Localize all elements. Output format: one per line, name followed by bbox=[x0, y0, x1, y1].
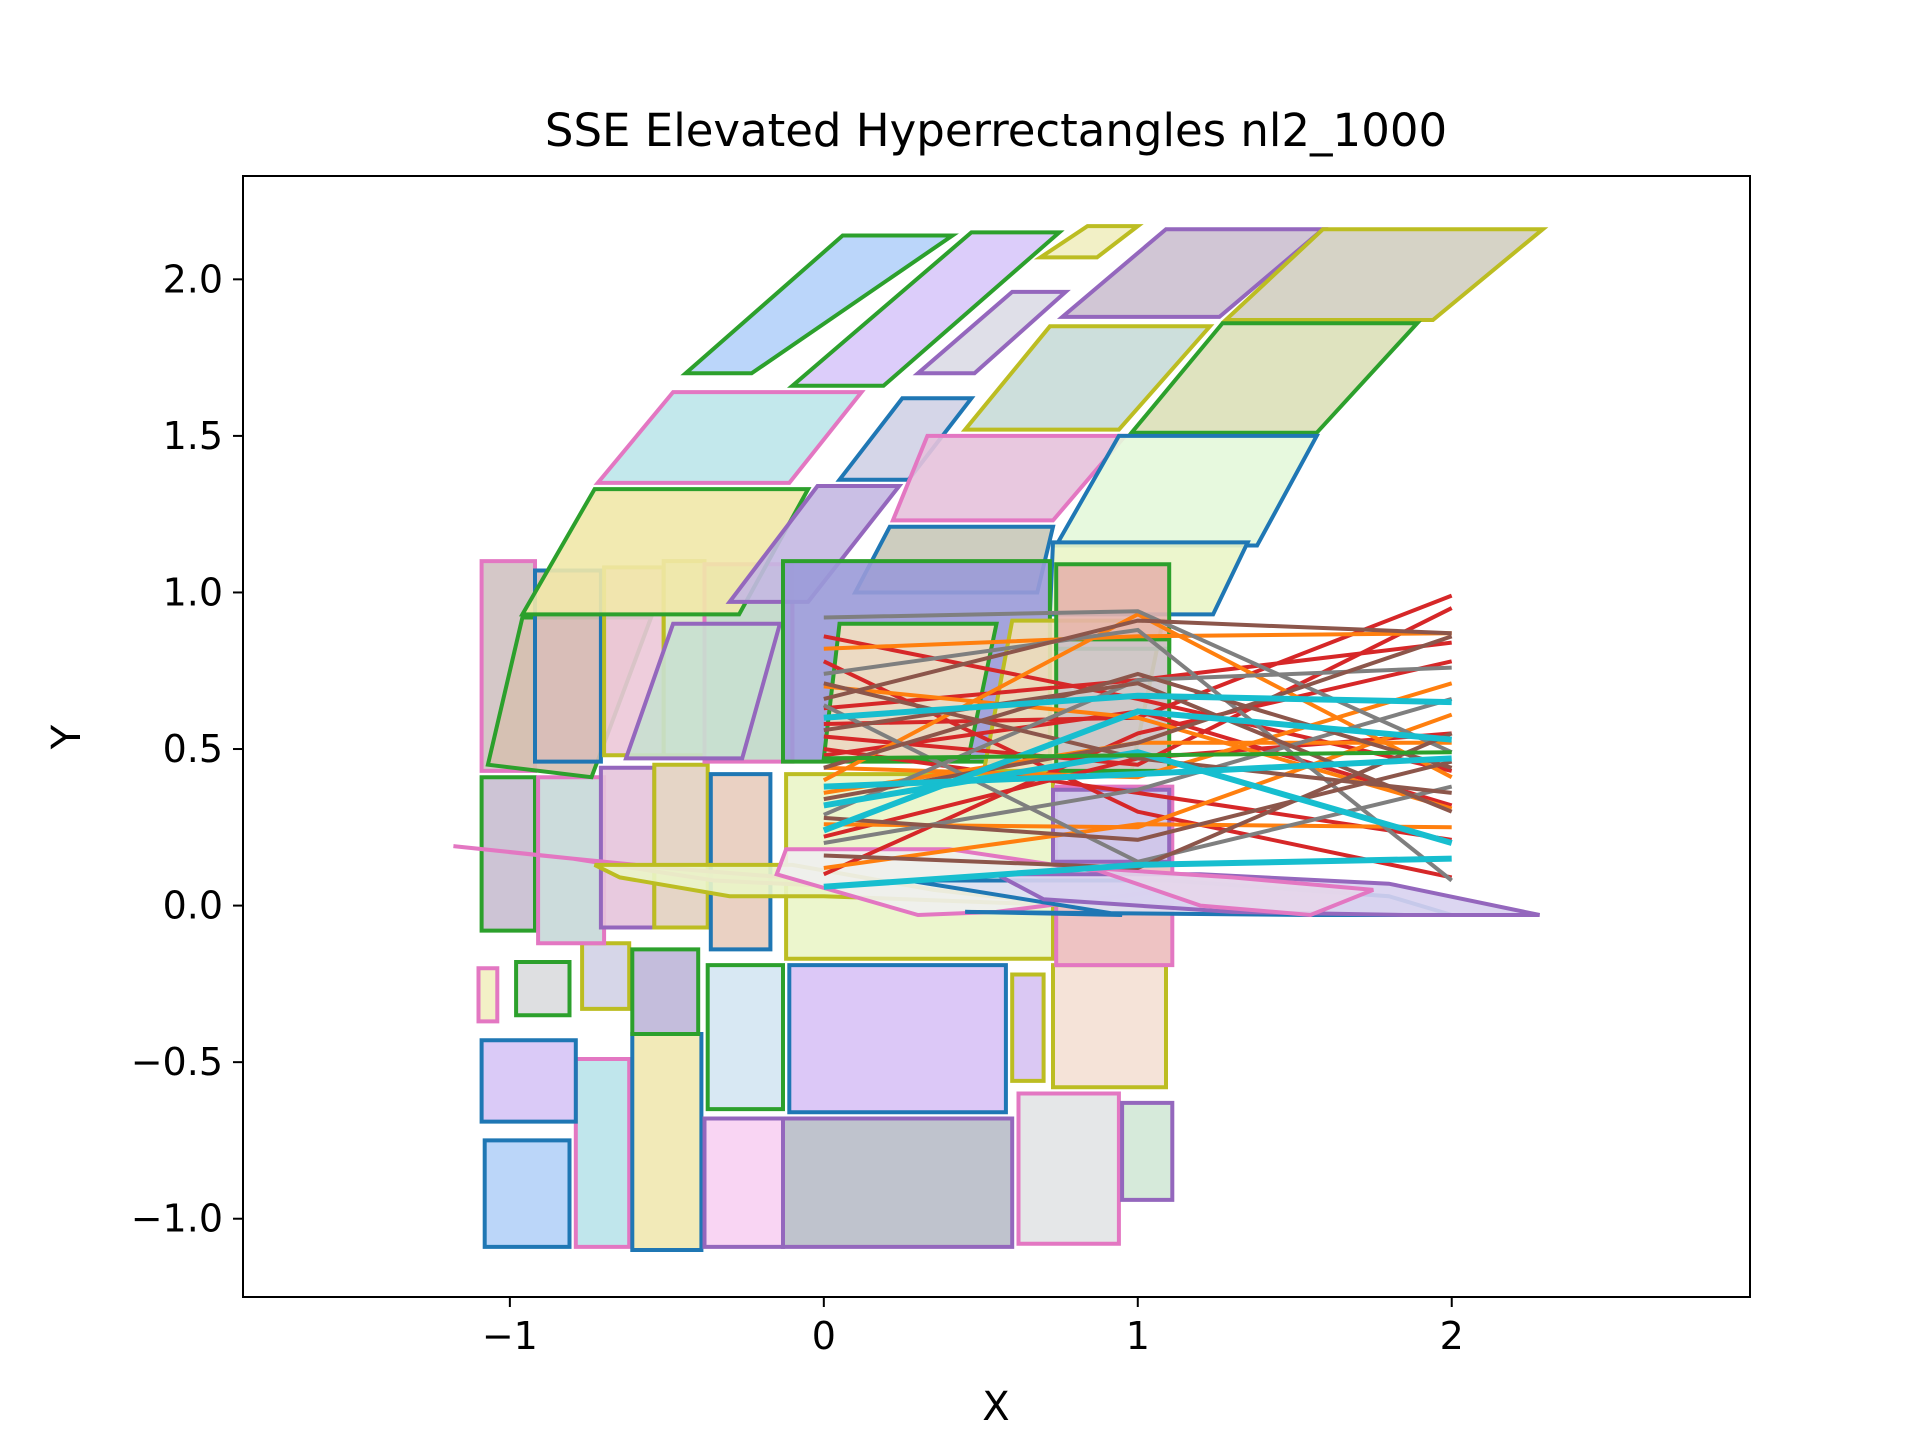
x-tick-label: 1 bbox=[1126, 1314, 1150, 1358]
trajectory-line-9 bbox=[823, 631, 1452, 651]
hyperrectangle-30 bbox=[623, 621, 783, 761]
hyperrectangle-43 bbox=[889, 433, 1130, 523]
hyperrectangle-57 bbox=[1090, 866, 1374, 918]
hyperrectangle-15 bbox=[630, 947, 701, 1036]
hyperrectangle-32 bbox=[593, 390, 866, 485]
hyperrectangle-40 bbox=[960, 324, 1215, 432]
hyperrectangle-1 bbox=[573, 1057, 632, 1249]
hyperrectangle-5 bbox=[1016, 1091, 1121, 1246]
trajectory-line-13 bbox=[822, 612, 1453, 783]
hyperrectangle-41 bbox=[1127, 321, 1422, 435]
hyperrectangle-10 bbox=[1010, 972, 1046, 1083]
hyperrectangle-8 bbox=[705, 963, 785, 1112]
hyperrectangle-9 bbox=[787, 963, 1008, 1115]
trajectory-line-24 bbox=[823, 681, 1453, 814]
y-tick-label: 0.5 bbox=[163, 727, 223, 771]
trajectory-line-20 bbox=[823, 627, 1453, 883]
trajectory-line-31 bbox=[823, 855, 1452, 890]
hyperrectangle-13 bbox=[514, 960, 572, 1018]
hyperrectangle-12 bbox=[476, 966, 500, 1024]
trajectory-line-27 bbox=[823, 671, 1453, 770]
hyperrectangle-14 bbox=[580, 941, 632, 1011]
trajectory-line-29 bbox=[823, 755, 1452, 790]
x-axis-label: X bbox=[982, 1384, 1009, 1430]
hyperrectangle-18 bbox=[598, 765, 657, 930]
trajectory-line-1 bbox=[823, 606, 1453, 767]
trajectory-line-25 bbox=[823, 759, 1453, 842]
axes-frame bbox=[242, 175, 1751, 1298]
trajectory-line-32 bbox=[822, 708, 1452, 834]
trajectory-line-4 bbox=[823, 747, 1452, 842]
hyperrectangle-35 bbox=[1033, 224, 1144, 260]
hyperrectangle-34 bbox=[786, 230, 1065, 388]
trajectory-line-6 bbox=[822, 659, 1453, 877]
y-tick-label: −0.5 bbox=[131, 1040, 223, 1084]
hyperrectangle-0 bbox=[482, 1138, 572, 1249]
hyperrectangle-20 bbox=[708, 772, 773, 952]
trajectory-line-28 bbox=[823, 692, 1452, 721]
y-tick-label: 2.0 bbox=[163, 257, 223, 301]
x-ticks: −1 0 1 2 bbox=[482, 1297, 1464, 1358]
trajectory-line-16 bbox=[823, 609, 1453, 755]
y-tick-label: 1.5 bbox=[163, 414, 223, 458]
trajectory-layer bbox=[822, 593, 1453, 890]
hyperrectangle-6 bbox=[1120, 1100, 1175, 1202]
hyperrectangle-7 bbox=[479, 1038, 578, 1124]
hyperrectangle-3 bbox=[702, 1116, 785, 1249]
hyperrectangle-2 bbox=[630, 1032, 704, 1252]
hyperrectangle-33 bbox=[680, 233, 959, 376]
chart-title: SSE Elevated Hyperrectangles nl2_1000 bbox=[545, 104, 1447, 157]
plot-area bbox=[453, 224, 1549, 1252]
y-tick-label: 0.0 bbox=[163, 884, 223, 928]
y-tick-label: 1.0 bbox=[163, 570, 223, 614]
hyperrectangle-36 bbox=[912, 289, 1071, 376]
hyperrectangle-4 bbox=[781, 1116, 1015, 1249]
hyperrectangle-44 bbox=[1052, 433, 1321, 548]
hyperrectangle-11 bbox=[1051, 963, 1168, 1090]
x-tick-label: 2 bbox=[1440, 1314, 1464, 1358]
hyperrectangle-19 bbox=[652, 762, 710, 930]
trajectory-line-15 bbox=[823, 822, 1452, 870]
trajectory-line-21 bbox=[823, 618, 1452, 701]
hyperrectangle-37 bbox=[1056, 227, 1329, 319]
y-axis-label: Y bbox=[44, 724, 90, 750]
trajectory-line-33 bbox=[823, 750, 1452, 761]
y-tick-label: −1.0 bbox=[131, 1197, 223, 1241]
trajectory-line-23 bbox=[823, 731, 1453, 871]
x-tick-label: −1 bbox=[482, 1314, 538, 1358]
hyperrectangle-38 bbox=[1220, 227, 1549, 322]
x-tick-label: 0 bbox=[812, 1314, 836, 1358]
trajectory-line-3 bbox=[823, 634, 1453, 773]
y-ticks: −1.0 −0.5 0.0 0.5 1.0 1.5 2.0 bbox=[131, 257, 243, 1241]
hyperrectangle-layer bbox=[453, 224, 1549, 1252]
hyperrectangle-31 bbox=[518, 487, 812, 617]
